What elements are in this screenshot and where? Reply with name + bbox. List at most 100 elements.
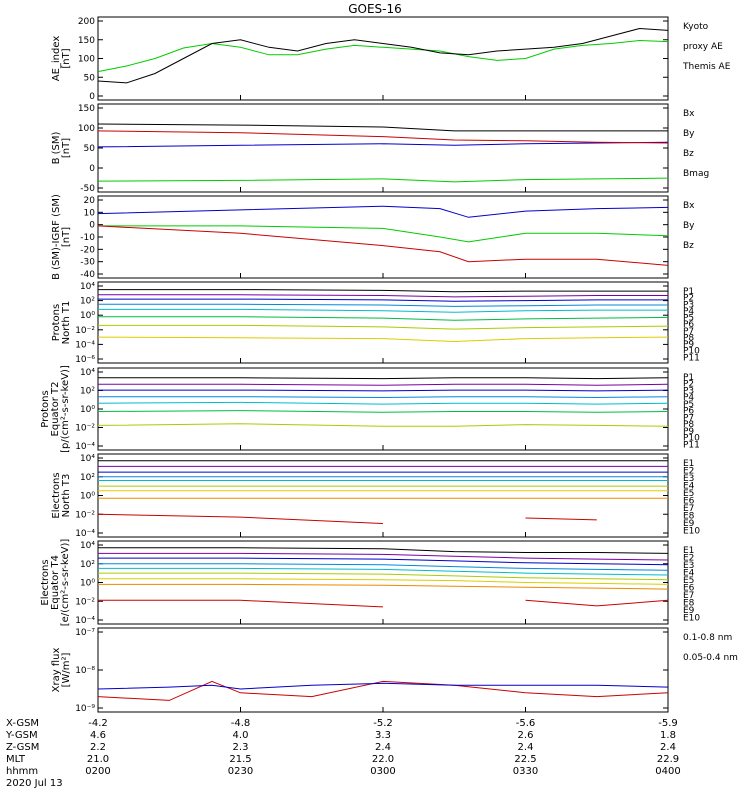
series-e9 — [98, 599, 669, 608]
footer-value: 1.8 — [660, 730, 676, 741]
panel-pet2: 10⁴ 10² 10⁰ 10⁻² 10⁻⁴ Protons Equator T2 [p/(cm… — [40, 365, 700, 453]
legend-entry: P1 — [683, 287, 694, 297]
panel-frame — [97, 367, 669, 451]
legend-entry: P2 — [683, 380, 694, 390]
legend-entry: P2 — [683, 294, 694, 304]
y-axis-label: Protons — [40, 390, 51, 427]
legend-entry: P1 — [683, 373, 694, 383]
legend-entry: E5 — [683, 489, 694, 499]
legend-entry: E6 — [683, 497, 695, 507]
y-axis-label: Electrons — [40, 559, 51, 605]
legend-entry: E1 — [683, 546, 694, 556]
y-tick-label: 10⁴ — [80, 541, 95, 551]
footer-value: 2.4 — [375, 742, 391, 753]
y-axis-label: [p/(cm²-s-sr-keV)] — [60, 365, 71, 453]
y-tick-label: 10⁻⁷ — [75, 628, 95, 638]
series-p6 — [97, 410, 669, 413]
series-p3 — [98, 389, 669, 392]
legend-entry: P6 — [683, 320, 694, 330]
series-p7 — [97, 423, 669, 427]
y-tick-label: 10⁻² — [75, 424, 95, 434]
y-tick-label: 10² — [80, 297, 95, 307]
y-axis-label: B (SM)-IGRF (SM) — [51, 194, 62, 280]
panel-eet4: 10⁴ 10² 10⁰ 10⁻² 10⁻⁴ Electrons Equator T4 [e/(… — [40, 539, 700, 627]
y-tick-label: 100 — [78, 124, 95, 134]
y-tick-label: 10⁻⁹ — [75, 704, 95, 714]
y-tick-label: 10⁴ — [80, 454, 95, 464]
series-p6 — [98, 316, 669, 321]
legend-entry: E3 — [683, 561, 694, 571]
y-tick-label: 150 — [78, 36, 95, 46]
y-tick-label: 0 — [89, 164, 95, 174]
footer-value: -5.6 — [516, 718, 536, 729]
series-p5 — [97, 401, 669, 405]
y-tick-label: 10⁻² — [75, 597, 95, 607]
legend-entry: Themis AE — [682, 62, 731, 72]
footer-value: 0330 — [513, 766, 538, 777]
figure-title: GOES-16 — [348, 2, 402, 16]
y-tick-label: 10⁰ — [80, 405, 95, 415]
y-tick-label: 10⁰ — [80, 579, 95, 589]
footer-row-label: hhmm — [6, 766, 38, 777]
legend-entry: E5 — [683, 576, 694, 586]
series-bx — [97, 205, 669, 218]
y-axis-label: [nT] — [61, 227, 72, 247]
legend-entry: E3 — [683, 474, 694, 484]
series-bx — [97, 141, 669, 148]
series-p8 — [97, 336, 669, 343]
legend-entry: P9 — [683, 340, 694, 350]
y-axis-label: AE_index — [51, 36, 62, 82]
y-tick-label: -40 — [80, 270, 95, 280]
legend-entry: E2 — [683, 467, 694, 477]
series-by — [98, 225, 669, 243]
footer-row-label: Y-GSM — [5, 730, 38, 741]
legend-entry: P4 — [683, 393, 694, 403]
y-axis-label: Equator T4 — [50, 555, 61, 610]
y-tick-label: 10² — [80, 560, 95, 570]
y-tick-label: 10⁴ — [80, 282, 95, 292]
legend-entry: P11 — [683, 440, 700, 450]
legend-entry: proxy AE — [683, 42, 723, 52]
y-axis-label: [nT] — [61, 138, 72, 158]
footer-value: 2.4 — [660, 742, 676, 753]
legend-entry: P6 — [683, 407, 694, 417]
series-p1 — [98, 289, 668, 293]
y-tick-label: 200 — [78, 17, 95, 27]
series-p4 — [98, 396, 669, 399]
footer-value: 2.2 — [90, 742, 106, 753]
panel-frame — [97, 195, 669, 279]
y-axis-label: Electrons — [51, 472, 62, 518]
y-tick-label: 50 — [84, 144, 96, 154]
footer-value: 0400 — [655, 766, 680, 777]
y-tick-label: 10⁻⁸ — [75, 666, 95, 676]
y-tick-label: 150 — [78, 104, 95, 114]
panel-bsm: 150 100 50 0 -50 B (SM) [nT] Bx By Bz Bmag — [51, 103, 709, 194]
series-bmag — [97, 123, 668, 132]
legend-entry: P5 — [683, 314, 694, 324]
footer-value: 0200 — [85, 766, 110, 777]
legend-entry: Bx — [683, 201, 695, 211]
legend-entry: E10 — [683, 614, 700, 624]
series-e6 — [98, 572, 669, 581]
y-tick-label: 10 — [84, 208, 96, 218]
y-axis-label: Protons — [51, 304, 62, 341]
y-tick-label: -10 — [80, 233, 95, 243]
footer-value: 0300 — [370, 766, 395, 777]
footer-value: 4.6 — [90, 730, 106, 741]
series-e8 — [98, 583, 669, 590]
y-tick-label: -50 — [80, 184, 95, 194]
y-tick-label: 100 — [78, 55, 95, 65]
series-p2 — [98, 383, 669, 386]
legend-entry: By — [683, 129, 695, 139]
legend-entry: P11 — [683, 353, 700, 363]
y-axis-label: [e/(cm²-s-sr-keV)] — [60, 539, 71, 627]
series-e9 — [97, 513, 597, 525]
orbit-footer: X-GSM -4.2 -4.8 -5.2 -5.6 -5.9Y-GSM 4.6 4.0 3.3 2… — [5, 718, 681, 789]
y-tick-label: 10⁰ — [80, 492, 95, 502]
footer-value: 2.4 — [518, 742, 534, 753]
series-kyoto-proxy-ae — [97, 39, 669, 73]
legend-entry: P7 — [683, 327, 694, 337]
footer-value: 21.0 — [87, 754, 109, 765]
legend-entry: P5 — [683, 400, 694, 410]
